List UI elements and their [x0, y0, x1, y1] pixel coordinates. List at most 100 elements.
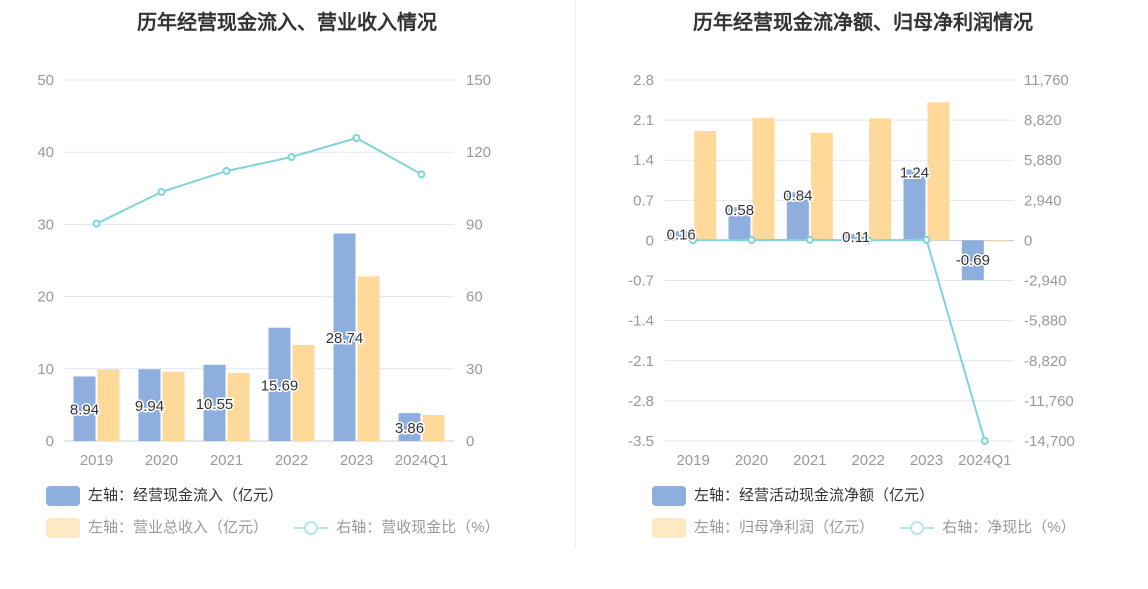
bar-secondary [694, 130, 717, 241]
y-tick-label-right: 120 [466, 144, 491, 161]
y-tick-label-left: 0 [646, 232, 654, 249]
ratio-point [689, 236, 698, 245]
data-label: 0.84 [783, 187, 812, 204]
ratio-point [222, 166, 231, 175]
ratio-point [922, 235, 931, 244]
x-tick-label: 2023 [910, 452, 943, 469]
ratio-line [693, 238, 986, 442]
y-tick-label-right: 30 [466, 361, 483, 378]
y-tick-label-right: 11,760 [1024, 72, 1069, 89]
data-label: 10.55 [196, 396, 234, 413]
bar-primary [728, 207, 751, 241]
y-tick-label-right: 2,940 [1024, 192, 1062, 209]
y-tick-label-right: 5,880 [1024, 152, 1062, 169]
bar-secondary [227, 373, 250, 441]
bar-secondary [927, 102, 950, 241]
x-tick-label: 2019 [676, 452, 709, 469]
x-tick-label: 2022 [275, 452, 308, 469]
chart-title: 历年经营现金流净额、归母净利润情况 [693, 12, 1033, 34]
bar-secondary [985, 240, 1008, 242]
bar-primary [903, 169, 926, 241]
ratio-point [417, 170, 426, 179]
data-label: 1.24 [900, 164, 929, 181]
bar-primary [333, 233, 356, 441]
y-tick-label-left: -2.8 [628, 393, 654, 410]
ratio-point [352, 134, 361, 143]
x-tick-label: 2021 [210, 452, 243, 469]
bar-primary [786, 192, 809, 241]
legend-item-net-profit[interactable]: 左轴：归母净利润（亿元） [652, 516, 874, 540]
y-tick-label-left: 20 [37, 289, 54, 306]
legend-swatch-bar [46, 486, 80, 507]
data-label: -0.69 [956, 252, 990, 269]
y-tick-label-left: 0 [46, 433, 54, 450]
ratio-point [980, 437, 989, 445]
data-label: 15.69 [261, 377, 299, 394]
x-tick-label: 2019 [80, 452, 113, 469]
y-tick-label-right: 90 [466, 216, 483, 233]
legend-swatch-line [900, 518, 935, 538]
bar-secondary [422, 415, 445, 441]
data-label: 0.16 [667, 226, 696, 243]
data-label: 8.94 [70, 402, 99, 419]
x-tick-label: 2020 [145, 452, 178, 469]
y-tick-label-right: -5,880 [1024, 313, 1067, 330]
ratio-point [287, 153, 296, 162]
y-tick-label-right: -14,700 [1024, 433, 1075, 450]
ratio-point [157, 187, 166, 196]
bar-primary [961, 240, 984, 280]
bar-primary [138, 369, 161, 441]
y-tick-label-left: -0.7 [628, 273, 654, 290]
ratio-line [96, 136, 422, 225]
bar-primary [268, 327, 291, 441]
chart-title: 历年经营现金流入、营业收入情况 [137, 12, 437, 34]
y-tick-label-right: 0 [1024, 232, 1032, 249]
chart-plot-area: -3.5 -14,700 -2.8 -11,760 -2.1 -8,820 -1.4 -5,8… [628, 72, 1075, 469]
legend-swatch-bar [652, 486, 686, 507]
y-tick-label-left: -2.1 [628, 353, 654, 370]
y-tick-label-left: -3.5 [628, 433, 654, 450]
y-tick-label-right: 8,820 [1024, 112, 1062, 129]
x-tick-label: 2024Q1 [958, 452, 1011, 469]
legend-item-ratio[interactable]: 右轴：营收现金比（%） [294, 516, 500, 540]
bar-primary [670, 231, 693, 241]
legend-label: 左轴：营业总收入（亿元） [88, 519, 269, 537]
x-tick-label: 2023 [340, 452, 373, 469]
panel-divider [575, 0, 576, 548]
y-tick-label-left: -1.4 [628, 313, 654, 330]
legend-item-revenue[interactable]: 左轴：营业总收入（亿元） [46, 516, 268, 540]
y-tick-label-left: 40 [37, 144, 54, 161]
y-tick-label-left: 2.1 [633, 112, 654, 129]
legend-swatch-bar [46, 518, 80, 539]
bar-primary [73, 376, 96, 441]
legend-item-ratio[interactable]: 右轴：净现比（%） [900, 516, 1076, 540]
x-tick-label: 2020 [735, 452, 768, 469]
y-tick-label-right: 60 [466, 289, 483, 306]
bar-secondary [810, 132, 833, 241]
data-label: 9.94 [135, 398, 164, 415]
legend-swatch-bar [652, 518, 686, 539]
y-tick-label-right: -11,760 [1024, 393, 1074, 410]
bar-secondary [292, 344, 315, 441]
legend-item-net-cash-flow[interactable]: 左轴：经营活动现金流净额（亿元） [652, 484, 934, 508]
data-label: 0.11 [842, 229, 870, 246]
x-tick-label: 2021 [793, 452, 826, 469]
legend-label: 右轴：净现比（%） [942, 519, 1076, 537]
bar-primary [845, 234, 868, 241]
legend-label: 左轴：归母净利润（亿元） [694, 519, 875, 537]
ratio-point [805, 235, 814, 244]
data-label: 3.86 [395, 420, 424, 437]
legend-label: 左轴：经营活动现金流净额（亿元） [694, 487, 935, 505]
y-tick-label-left: 2.8 [633, 72, 654, 89]
bar-primary [203, 364, 226, 441]
y-tick-label-left: 50 [37, 72, 54, 89]
y-tick-label-right: -8,820 [1024, 353, 1067, 370]
y-tick-label-right: -2,940 [1024, 273, 1067, 290]
y-tick-label-right: 0 [466, 433, 474, 450]
bar-secondary [162, 371, 185, 441]
legend-item-cash-inflow[interactable]: 左轴：经营现金流入（亿元） [46, 484, 283, 508]
data-label: 28.74 [326, 330, 364, 347]
x-tick-label: 2024Q1 [395, 452, 448, 469]
y-tick-label-left: 0.7 [633, 192, 654, 209]
legend-swatch-line [294, 518, 329, 538]
